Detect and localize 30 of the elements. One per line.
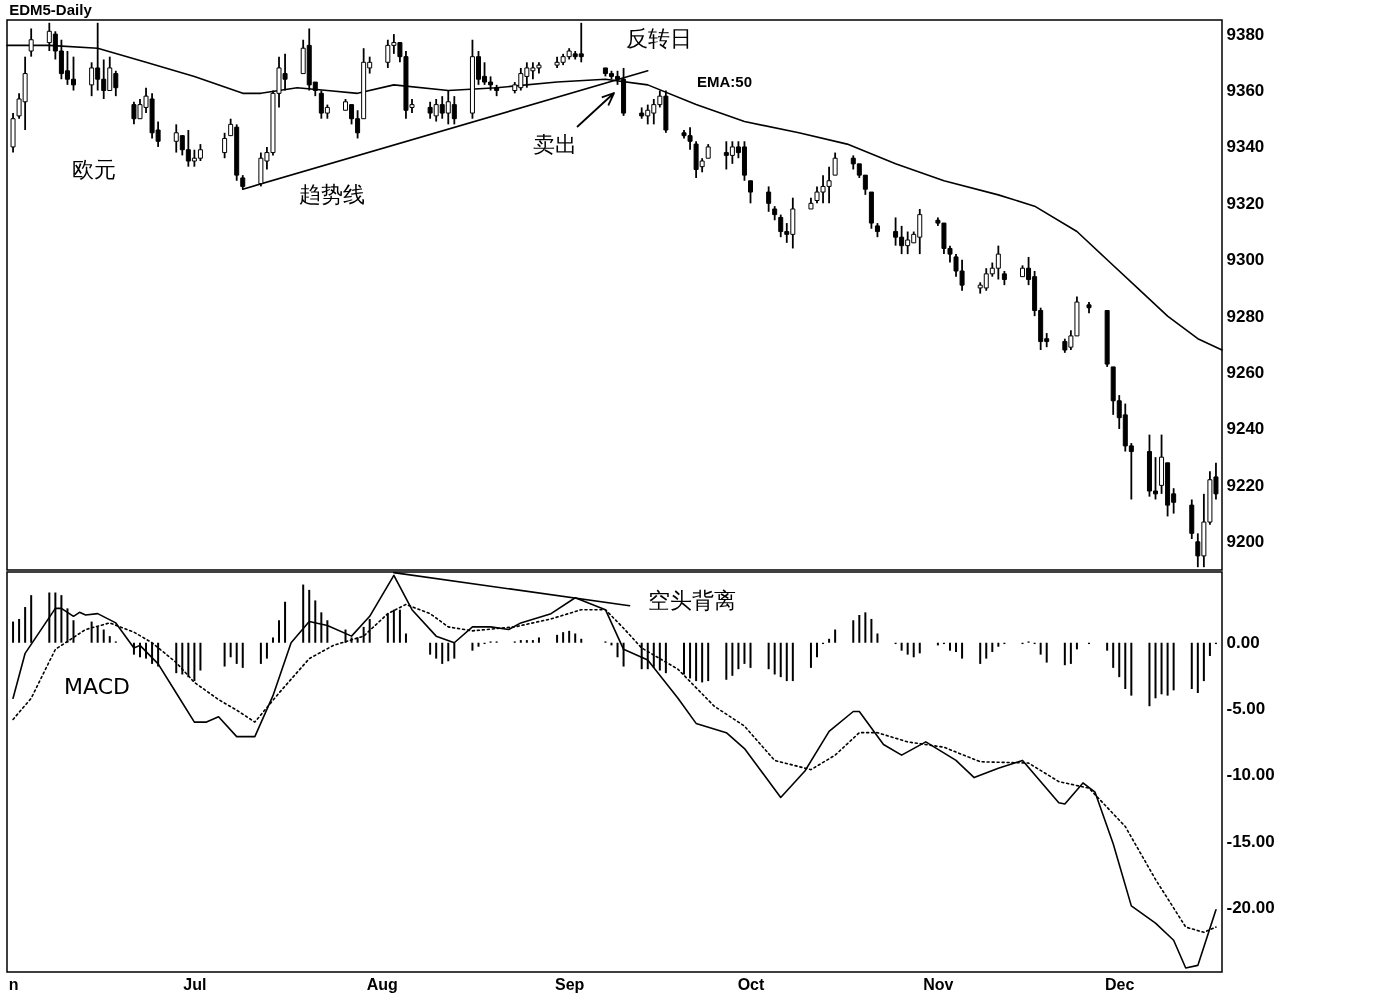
annotation: 趋势线 [299, 182, 365, 207]
x-tick-label: Sep [554, 975, 585, 993]
y-tick-label: -15.00 [1226, 831, 1275, 851]
x-tick-label: n [8, 975, 19, 993]
y-tick-label: -5.00 [1226, 699, 1266, 719]
x-tick-label: Nov [923, 975, 954, 993]
annotation: MACD [64, 674, 130, 699]
annotation: 空头背离 [648, 588, 736, 613]
y-tick-label: 9360 [1226, 81, 1265, 101]
y-tick-label: -10.00 [1226, 765, 1275, 785]
x-tick-label: Oct [737, 975, 766, 993]
x-tick-label: Jul [183, 975, 207, 993]
y-tick-label: 9320 [1226, 193, 1265, 213]
y-tick-label: 9280 [1226, 306, 1265, 326]
y-tick-label: 9220 [1226, 475, 1265, 495]
annotation: 卖出 [533, 132, 577, 157]
y-tick-label: 9240 [1226, 419, 1265, 439]
x-tick-label: Dec [1105, 975, 1135, 993]
y-tick-label: 9300 [1226, 250, 1265, 270]
annotation: 欧元 [72, 157, 116, 182]
x-tick-label: Aug [366, 975, 398, 993]
y-tick-label: 9380 [1226, 24, 1265, 44]
y-tick-label: 9200 [1226, 532, 1265, 552]
y-tick-label: 9260 [1226, 363, 1265, 383]
y-tick-label: 9340 [1226, 137, 1265, 157]
y-tick-label: 0.00 [1226, 633, 1260, 653]
chart-title: EDM5-Daily [9, 1, 93, 18]
y-tick-label: -20.00 [1226, 897, 1275, 917]
series-label: EMA:50 [696, 72, 752, 90]
annotation: 反转日 [626, 26, 692, 51]
